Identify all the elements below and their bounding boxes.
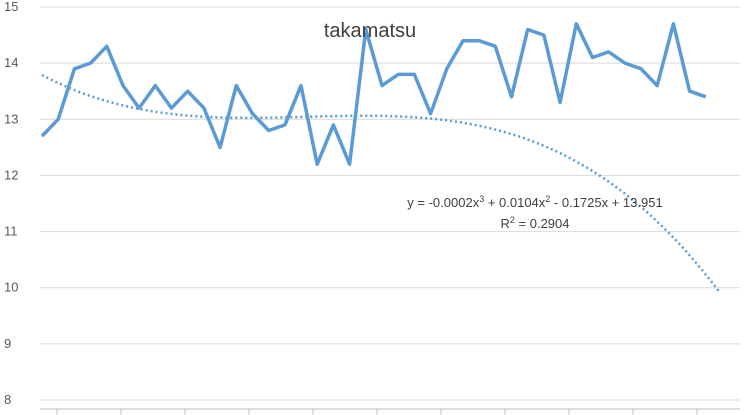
chart-title: takamatsu: [324, 20, 416, 42]
y-tick-label: 14: [4, 55, 18, 70]
y-tick-label: 13: [4, 111, 18, 126]
r2-part: R: [501, 216, 510, 231]
y-tick-label: 10: [4, 280, 18, 295]
equation-superscript: 2: [545, 194, 550, 204]
trendline-r-squared: R2 = 0.2904: [501, 215, 570, 231]
y-tick-label: 8: [4, 392, 11, 407]
y-tick-label: 15: [4, 0, 18, 14]
y-tick-label: 12: [4, 167, 18, 182]
y-tick-label: 9: [4, 336, 11, 351]
r2-superscript: 2: [510, 215, 515, 225]
y-tick-label: 11: [4, 224, 18, 239]
trendline: [41, 73, 722, 294]
equation-superscript: 3: [479, 194, 484, 204]
r2-part: = 0.2904: [515, 216, 570, 231]
y-axis-ticks: 8 9 10 11 12 13 14 15: [4, 0, 18, 407]
x-axis: [40, 408, 740, 415]
gridlines: [40, 6, 740, 401]
equation-part: + 0.0104x: [484, 195, 546, 210]
series-line: [40, 22, 707, 166]
equation-part: - 0.1725x + 13.951: [550, 195, 662, 210]
trendline-equation: y = -0.0002x3 + 0.0104x2 - 0.1725x + 13.…: [407, 194, 662, 210]
equation-part: y = -0.0002x: [407, 195, 479, 210]
